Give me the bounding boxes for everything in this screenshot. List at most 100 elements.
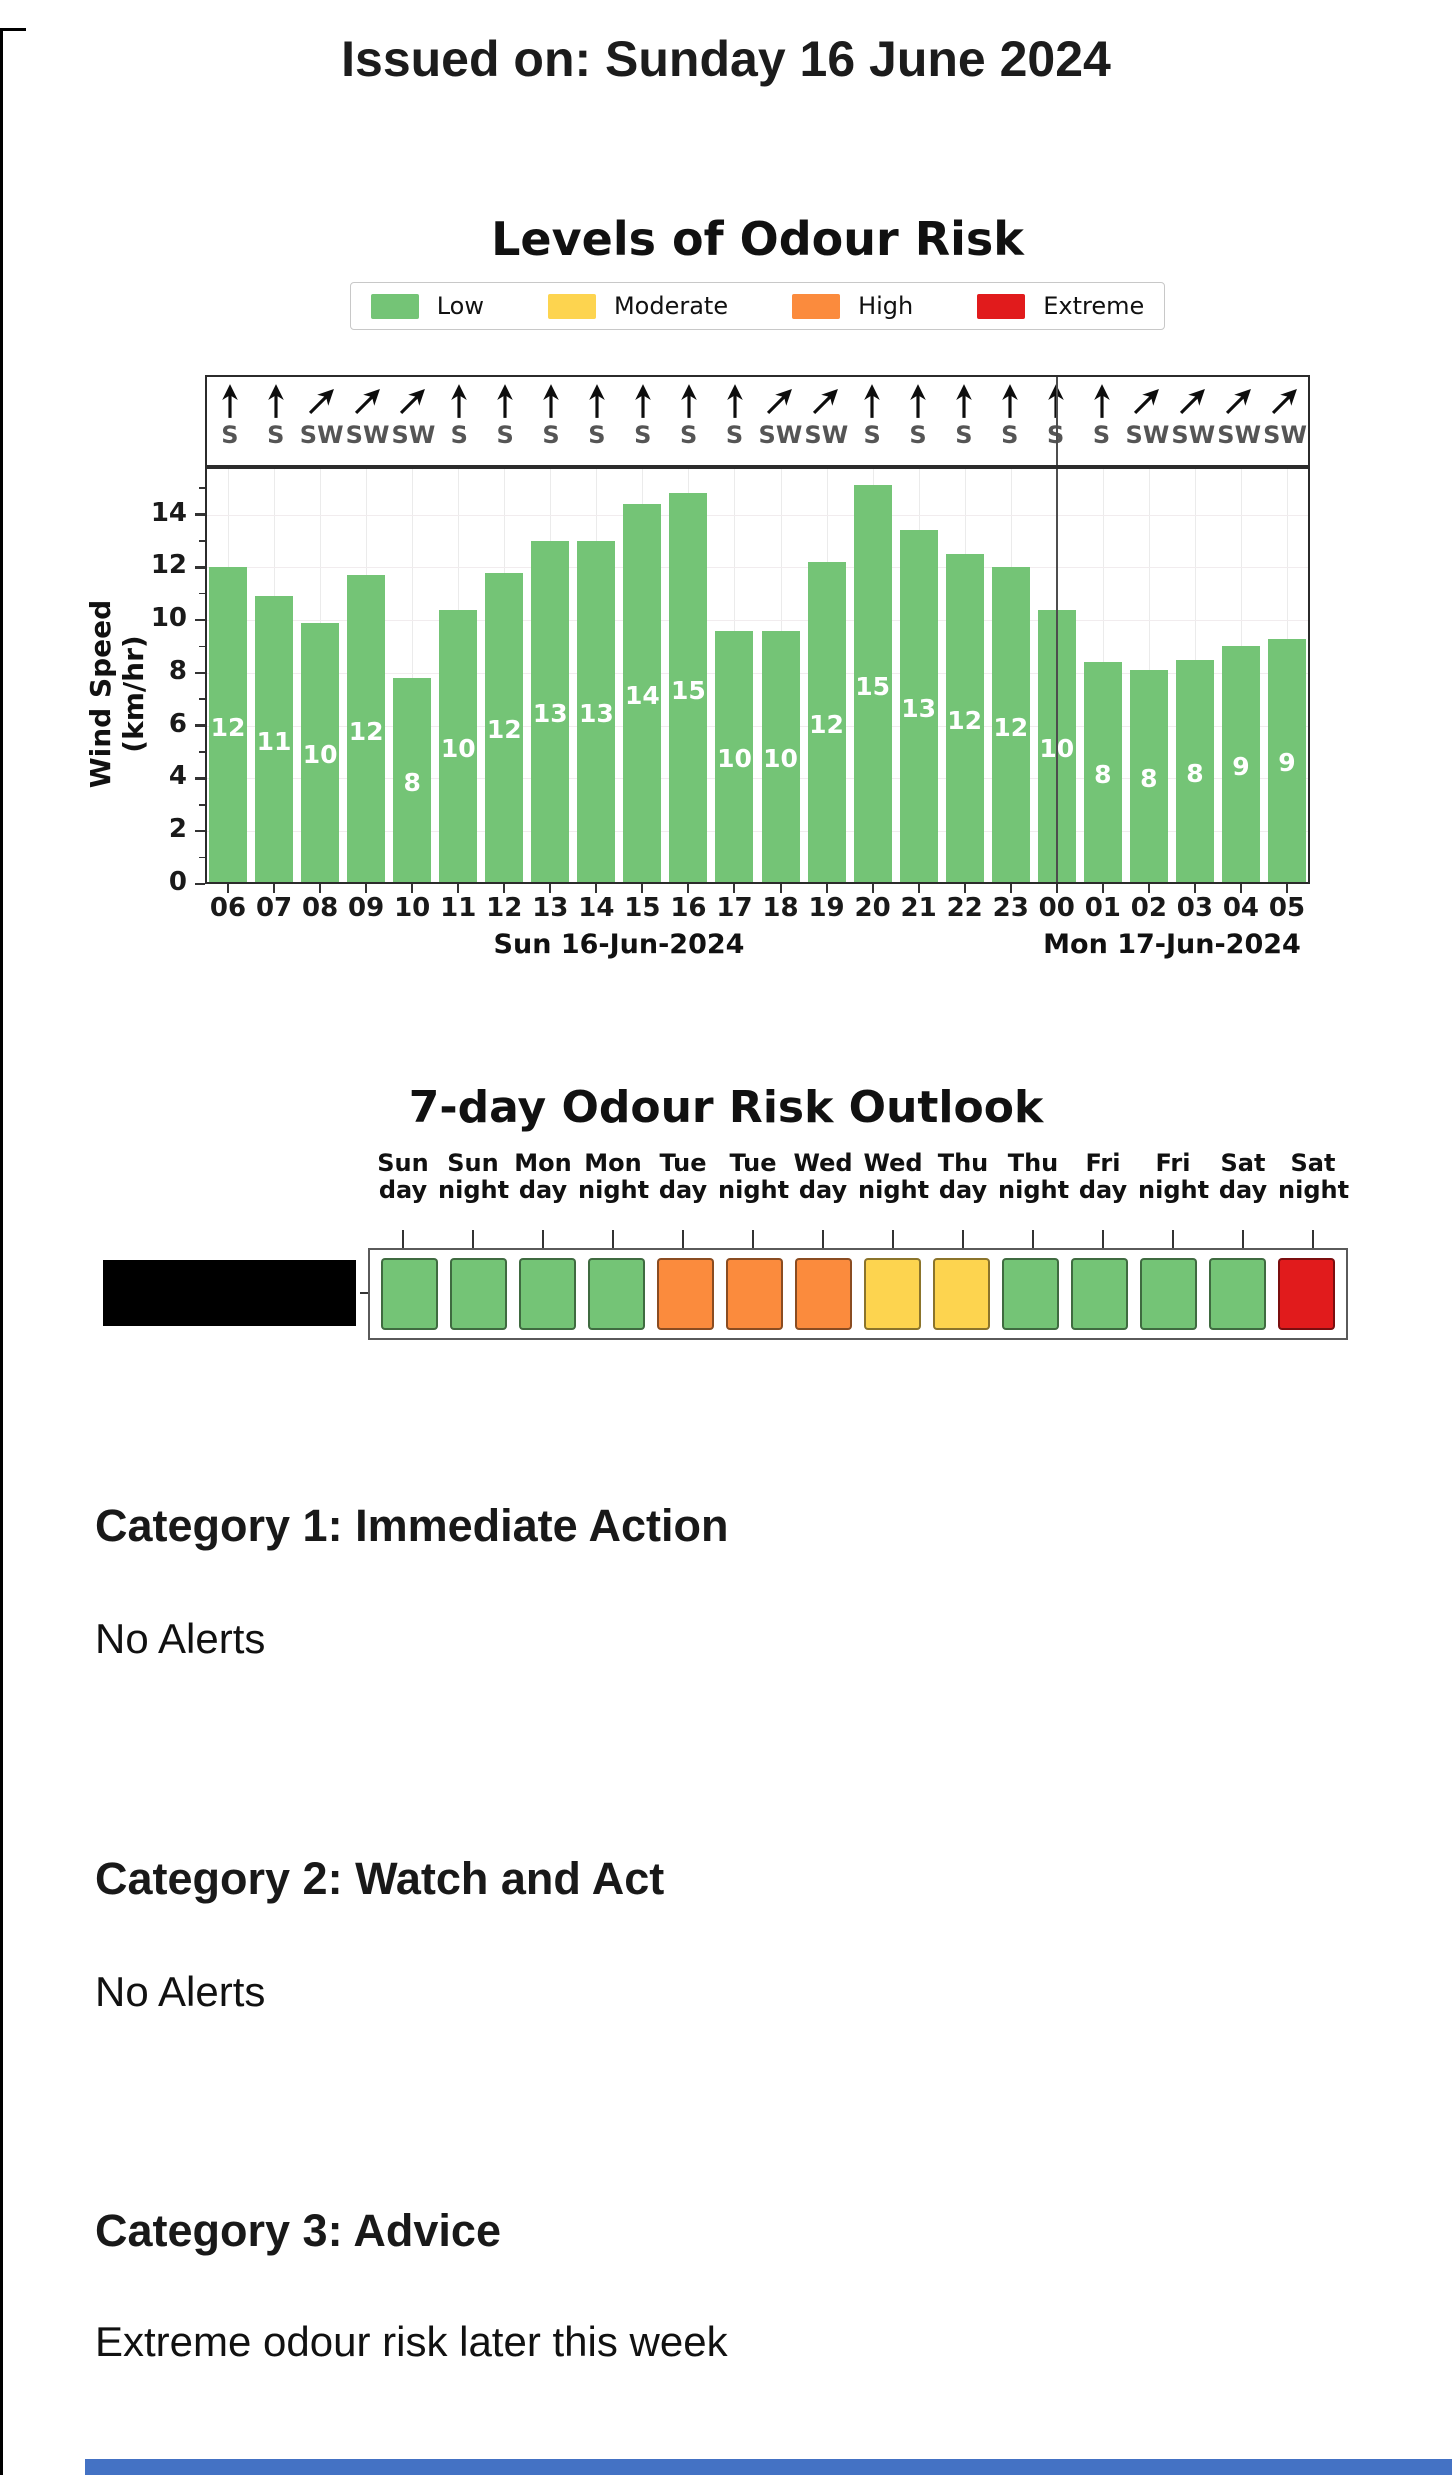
- wind-direction-cell: S: [436, 377, 482, 465]
- section-heading-category-1: Category 1: Immediate Action: [95, 1500, 729, 1551]
- y-minor-tick: [199, 856, 205, 859]
- wind-direction-cell: S: [207, 377, 253, 465]
- wind-direction-cell: S: [712, 377, 758, 465]
- footer-bar: [85, 2459, 1452, 2475]
- grid-line-horizontal: [205, 620, 1310, 622]
- section-body-category-1: No Alerts: [95, 1615, 266, 1662]
- wind-direction-cell: SW: [1262, 377, 1308, 465]
- bar-value-label: 10: [302, 740, 338, 770]
- wind-bar: 15: [669, 493, 708, 884]
- outlook-day-label-day: Mon: [514, 1149, 572, 1177]
- legend-swatch-high: [792, 293, 841, 319]
- outlook-day-label: Wed day: [788, 1150, 858, 1204]
- x-tick: [963, 884, 966, 893]
- wind-direction-label: S: [542, 421, 560, 449]
- bar-value-label: 13: [532, 699, 568, 729]
- x-tick: [503, 884, 506, 893]
- wind-direction-label: SW: [299, 421, 344, 449]
- hour-label: 20: [854, 893, 891, 923]
- date-label-sun: Sun 16-Jun-2024: [493, 929, 745, 960]
- outlook-day-label-day: Thu: [937, 1149, 989, 1177]
- bar-value-label: 8: [1140, 764, 1158, 794]
- wind-bar: 10: [439, 609, 478, 884]
- wind-direction-label: S: [680, 421, 698, 449]
- wind-direction-cell: SW: [758, 377, 804, 465]
- y-tick: [195, 777, 205, 780]
- wind-bar: 12: [485, 572, 524, 884]
- y-tick-label: 0: [168, 867, 187, 897]
- outlook-day-label-period: night: [438, 1175, 510, 1204]
- outlook-day-label-period: day: [518, 1175, 568, 1204]
- outlook-day-label-period: day: [1218, 1175, 1268, 1204]
- bar-value-label: 15: [671, 675, 706, 705]
- wind-arrow-icon: [268, 384, 284, 418]
- wind-direction-label: SW: [1125, 421, 1170, 449]
- x-tick: [1009, 884, 1012, 893]
- risk-square-low: [1140, 1258, 1197, 1330]
- outlook-day-label: Fri day: [1068, 1150, 1138, 1204]
- wind-bar: 12: [209, 567, 248, 884]
- legend-swatch-moderate: [547, 293, 596, 319]
- wind-direction-cell: S: [1033, 377, 1079, 465]
- outlook-tick: [542, 1230, 544, 1248]
- outlook-day-label-day: Wed: [793, 1149, 853, 1177]
- hour-label: 02: [1130, 893, 1167, 923]
- wind-direction-label: SW: [1217, 421, 1262, 449]
- outlook-day-label-day: Fri: [1155, 1149, 1191, 1177]
- y-tick-label: 14: [150, 497, 187, 528]
- wind-bar: 13: [577, 540, 616, 884]
- legend-item: High: [792, 292, 913, 320]
- grid-line-horizontal: [205, 778, 1310, 780]
- x-tick: [227, 884, 230, 893]
- outlook-day-label-period: night: [1278, 1175, 1350, 1204]
- wind-bar: 12: [991, 567, 1030, 884]
- outlook-day-label-day: Tue: [729, 1149, 777, 1177]
- y-minor-tick: [199, 487, 205, 489]
- outlook-day-label: Sun day: [368, 1150, 438, 1204]
- wind-arrow-icon: [813, 389, 839, 415]
- x-tick: [595, 884, 598, 893]
- section-heading-category-3: Category 3: Advice: [95, 2205, 501, 2256]
- y-minor-tick: [199, 751, 205, 753]
- risk-square-low: [1209, 1258, 1266, 1330]
- wind-direction-cell: S: [666, 377, 712, 465]
- wind-direction-cell: S: [528, 377, 574, 465]
- outlook-day-label-period: night: [578, 1175, 650, 1204]
- wind-direction-label: SW: [804, 421, 849, 449]
- y-tick: [195, 671, 205, 675]
- bar-value-label: 11: [256, 727, 292, 757]
- wind-bar: 9: [1221, 646, 1260, 884]
- date-label-mon: Mon 17-Jun-2024: [1043, 929, 1301, 960]
- outlook-day-label-day: Wed: [863, 1149, 923, 1177]
- plot-inner: 1211101281012131314151010121513121210888…: [205, 467, 1310, 884]
- outlook-tick: [752, 1230, 754, 1248]
- wind-arrow-icon: [956, 384, 972, 418]
- y-minor-tick: [199, 540, 205, 542]
- wind-direction-cell: S: [987, 377, 1033, 465]
- outlook-day-label-period: night: [718, 1175, 790, 1204]
- wind-arrow-icon: [635, 384, 651, 418]
- outlook-tick: [1172, 1230, 1174, 1248]
- hour-label: 01: [1084, 893, 1121, 923]
- hour-label: 12: [486, 893, 523, 923]
- x-tick: [549, 884, 552, 893]
- outlook-day-label-period: day: [798, 1175, 848, 1204]
- outlook-tick: [1242, 1230, 1244, 1248]
- y-tick-label: 10: [150, 603, 187, 634]
- wind-direction-label: S: [1001, 421, 1019, 449]
- outlook-day-label-period: day: [938, 1175, 988, 1204]
- outlook-tick: [1032, 1230, 1034, 1248]
- outlook-tick: [1102, 1230, 1104, 1248]
- outlook-day-label: Sat day: [1208, 1150, 1278, 1204]
- outlook-day-label: Wed night: [858, 1149, 929, 1204]
- legend-item: Moderate: [547, 292, 728, 320]
- legend-label: Extreme: [1043, 292, 1145, 320]
- page-left-border-corner: [0, 28, 26, 31]
- wind-direction-label: S: [634, 421, 652, 449]
- wind-arrow-icon: [726, 384, 743, 418]
- x-tick: [1193, 884, 1196, 893]
- risk-square-moderate: [933, 1258, 990, 1330]
- legend-item: Extreme: [977, 292, 1144, 320]
- wind-arrow-icon: [1002, 384, 1018, 418]
